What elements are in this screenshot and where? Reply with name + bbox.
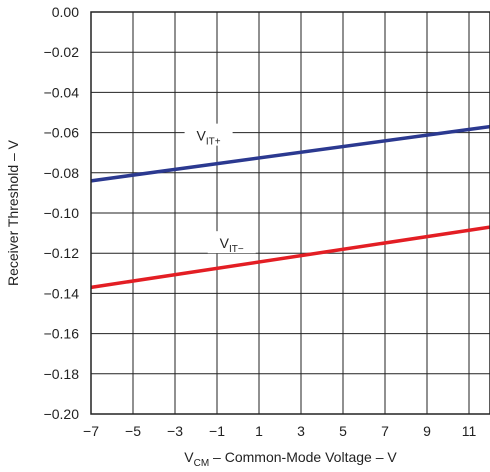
series-line-0 [90, 124, 490, 183]
x-tick-label: −1 [209, 423, 225, 439]
y-tick-label: 0.00 [52, 4, 79, 20]
x-tick-label: 3 [297, 423, 305, 439]
grid [90, 11, 490, 415]
x-axis-label: VCM – Common-Mode Voltage – V [184, 449, 397, 469]
series-label-0: VIT+ [197, 128, 221, 148]
y-tick-label: −0.08 [44, 165, 80, 181]
series-label-bg-1 [207, 231, 256, 254]
series-label-main: V [220, 235, 230, 251]
y-tick-label: −0.10 [44, 205, 80, 221]
x-tick-label: 7 [381, 423, 389, 439]
series-line-1 [90, 225, 490, 290]
series-label-sub: IT+ [206, 137, 221, 148]
plot-frame [90, 11, 490, 415]
series-label-bg-0 [184, 123, 233, 146]
x-tick-label: −7 [83, 423, 99, 439]
series-lines: VIT+VIT− [90, 123, 490, 290]
y-axis-label: Receiver Threshold – V [5, 139, 21, 286]
y-tick-label: −0.16 [44, 326, 80, 342]
y-tick-label: −0.04 [44, 84, 80, 100]
y-tick-label: −0.12 [44, 245, 80, 261]
x-tick-label: −3 [167, 423, 183, 439]
x-axis-label-sub: CM [194, 458, 210, 469]
x-tick-label: 1 [255, 423, 263, 439]
x-axis-label-rest: – Common-Mode Voltage – V [209, 449, 397, 465]
x-tick-label: 5 [339, 423, 347, 439]
series-label-main: V [197, 128, 207, 144]
y-tick-label: −0.20 [44, 406, 80, 422]
y-tick-label: −0.14 [44, 285, 80, 301]
x-tick-label: −5 [125, 423, 141, 439]
x-tick-label: 9 [423, 423, 431, 439]
series-label-1: VIT− [220, 235, 244, 255]
series-label-sub: IT− [229, 244, 244, 255]
tick-labels: −7 −5 −3 −1 1 3 5 7 9 11 0.00 −0.02 −0.04 −0.06 −0.08 −… [44, 4, 477, 439]
y-tick-label: −0.06 [44, 125, 80, 141]
y-tick-label: −0.02 [44, 44, 80, 60]
y-tick-label: −0.18 [44, 366, 80, 382]
x-tick-label: 11 [462, 423, 477, 439]
x-axis-label-main: V [184, 449, 194, 465]
